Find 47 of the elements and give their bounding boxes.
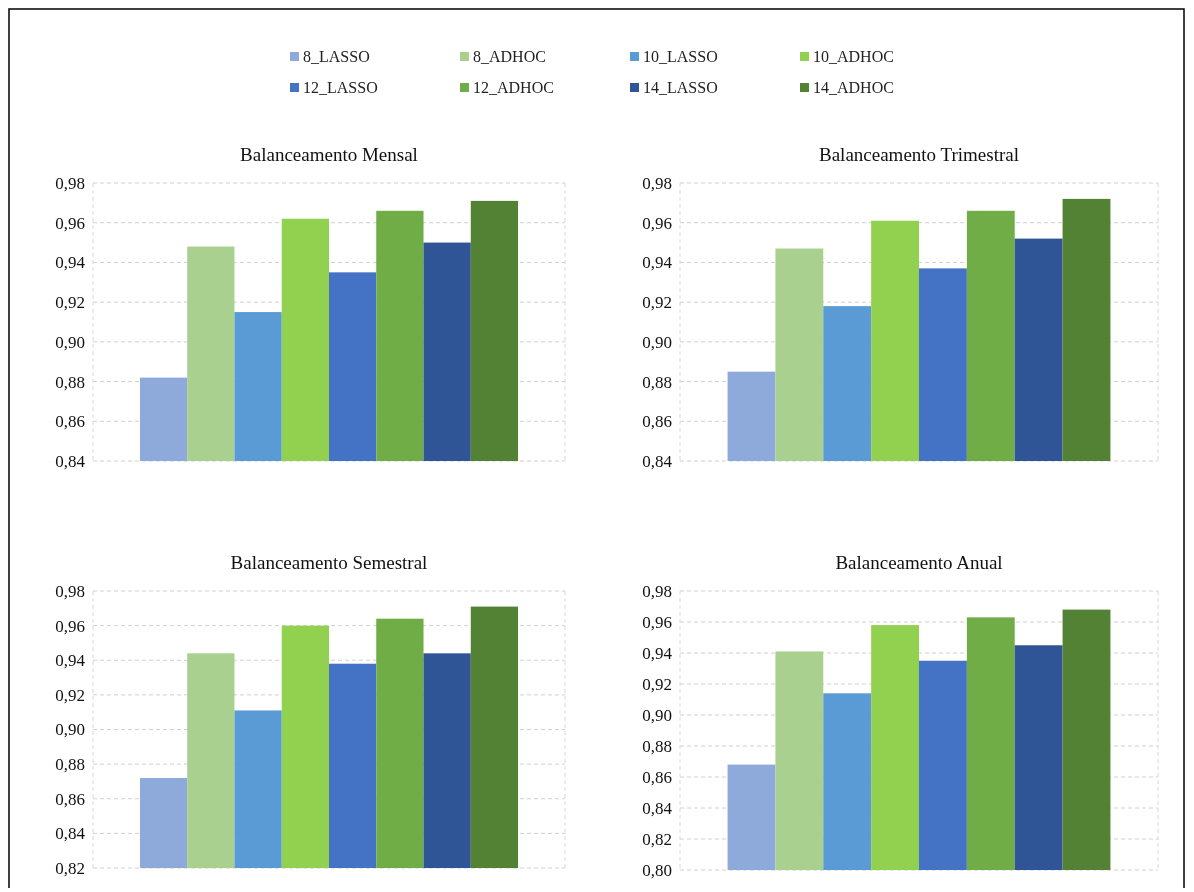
y-tick-label: 0,88 — [642, 736, 672, 756]
y-tick-label: 0,94 — [55, 253, 86, 273]
y-tick-label: 0,92 — [642, 674, 672, 694]
chart-title: Balanceamento Semestral — [230, 552, 428, 573]
y-tick-label: 0,84 — [55, 451, 86, 471]
y-tick-label: 0,94 — [642, 253, 673, 273]
y-tick-label: 0,96 — [55, 213, 85, 233]
y-tick-label: 0,84 — [55, 824, 86, 844]
legend-label: 14_ADHOC — [813, 79, 894, 96]
y-tick-label: 0,84 — [642, 451, 673, 471]
legend-label: 8_ADHOC — [473, 48, 546, 65]
legend-label: 12_LASSO — [303, 79, 378, 96]
y-tick-label: 0,82 — [55, 858, 85, 878]
y-tick-label: 0,86 — [642, 412, 672, 432]
y-tick-label: 0,82 — [642, 829, 672, 849]
legend-label: 8_LASSO — [303, 48, 370, 65]
y-tick-label: 0,98 — [642, 173, 672, 193]
legend-label: 12_ADHOC — [473, 79, 554, 96]
y-tick-label: 0,90 — [642, 705, 672, 725]
y-tick-label: 0,90 — [55, 720, 85, 740]
y-tick-label: 0,98 — [642, 581, 672, 601]
y-tick-label: 0,98 — [55, 173, 85, 193]
chart-title: Balanceamento Trimestral — [819, 144, 1019, 165]
legend-label: 10_ADHOC — [813, 48, 894, 65]
y-tick-label: 0,88 — [55, 755, 85, 775]
y-tick-label: 0,96 — [55, 616, 85, 636]
y-tick-label: 0,90 — [55, 332, 85, 352]
y-tick-label: 0,96 — [642, 213, 672, 233]
y-tick-label: 0,86 — [55, 789, 85, 809]
legend-label: 10_LASSO — [643, 48, 718, 65]
y-tick-label: 0,88 — [642, 372, 672, 392]
y-tick-label: 0,86 — [55, 412, 85, 432]
y-tick-label: 0,92 — [55, 293, 85, 313]
legend-label: 14_LASSO — [643, 79, 718, 96]
y-tick-label: 0,94 — [55, 651, 86, 671]
y-tick-label: 0,92 — [642, 293, 672, 313]
y-tick-label: 0,96 — [642, 612, 672, 632]
y-tick-label: 0,80 — [642, 860, 672, 880]
y-tick-label: 0,94 — [642, 643, 673, 663]
y-tick-label: 0,90 — [642, 332, 672, 352]
y-tick-label: 0,92 — [55, 685, 85, 705]
chart-title: Balanceamento Mensal — [240, 144, 418, 165]
y-tick-label: 0,88 — [55, 372, 85, 392]
y-tick-label: 0,84 — [642, 798, 673, 818]
chart-title: Balanceamento Anual — [835, 552, 1003, 573]
y-tick-label: 0,98 — [55, 581, 85, 601]
y-tick-label: 0,86 — [642, 767, 672, 787]
